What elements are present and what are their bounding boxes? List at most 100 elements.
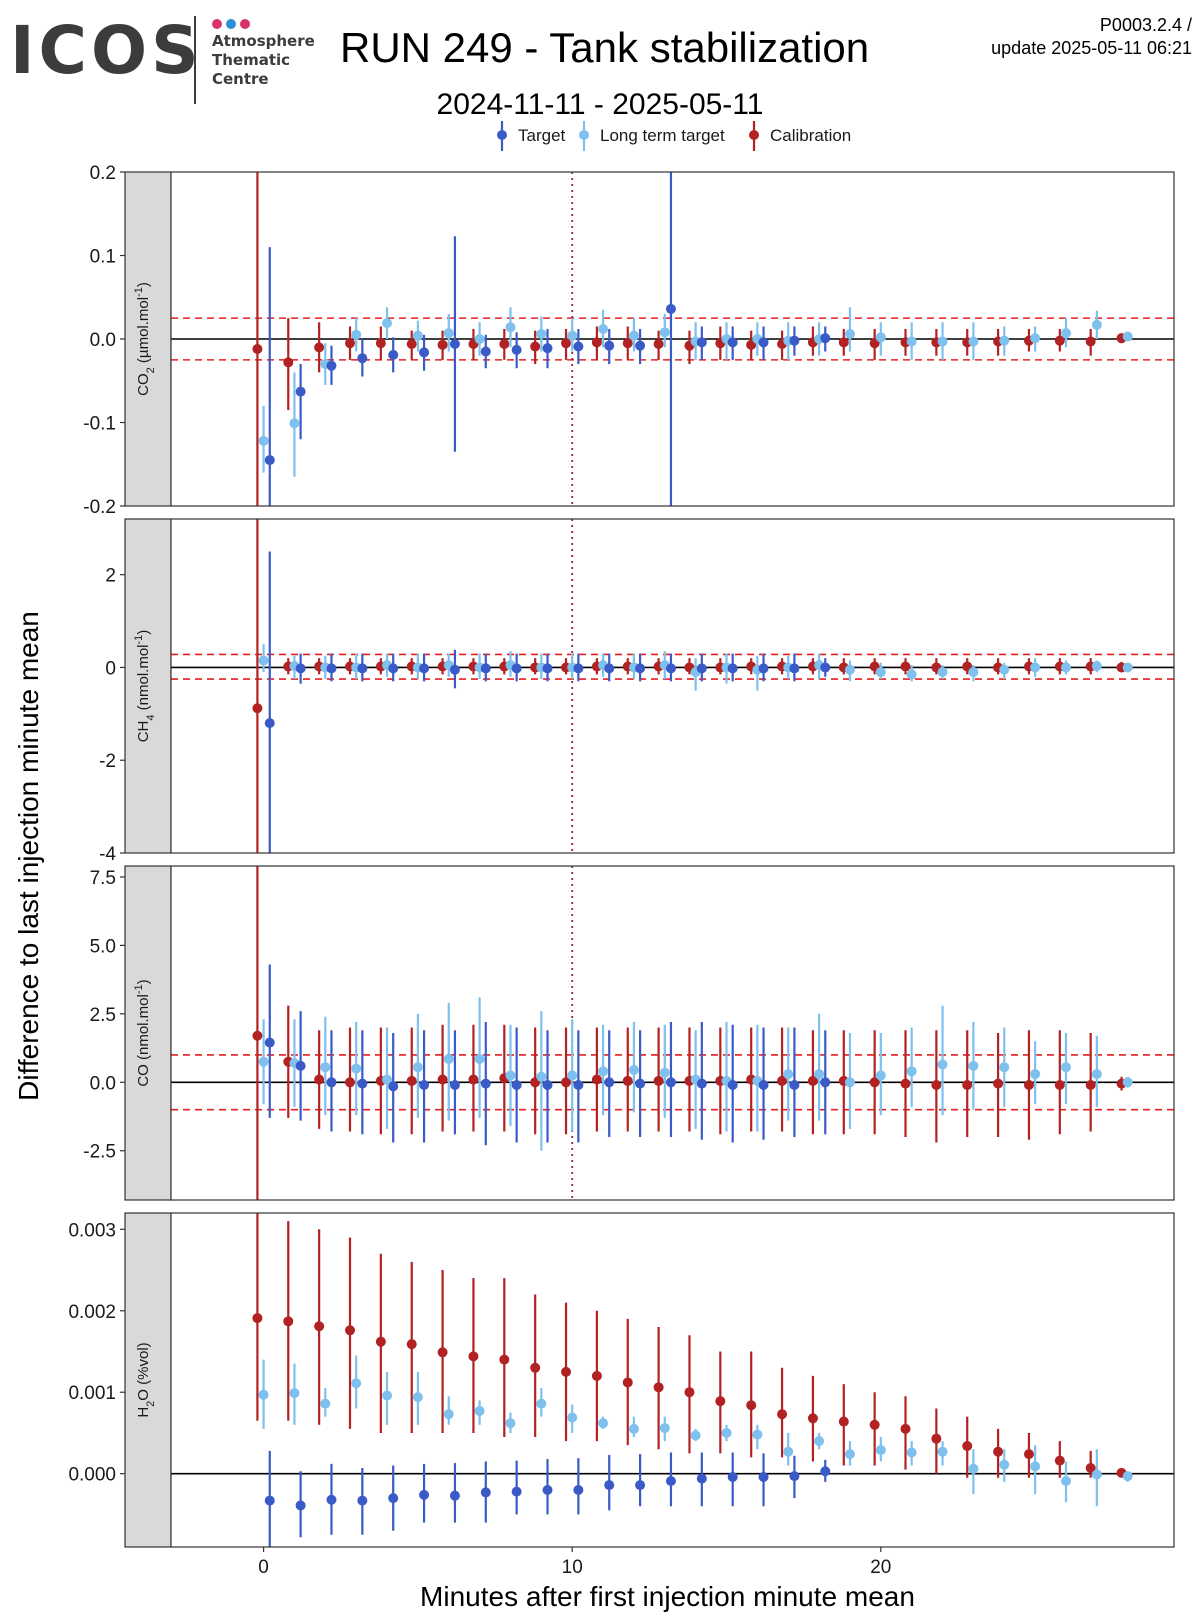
calibration-point: [437, 1074, 448, 1085]
long-term-target-point: [906, 1447, 917, 1458]
target-point: [357, 1078, 368, 1089]
long-term-target-point: [968, 336, 979, 347]
legend-label: Calibration: [770, 126, 851, 145]
long-term-target-point: [474, 1405, 485, 1416]
panel-strip: [124, 865, 172, 1201]
calibration-point: [344, 1077, 355, 1088]
long-term-target-point: [968, 667, 979, 678]
long-term-target-point: [937, 1446, 948, 1457]
panel-plot-area: [171, 1213, 1174, 1547]
target-point: [758, 663, 769, 674]
long-term-target-point: [320, 1062, 331, 1073]
panel-plot-area: [171, 519, 1174, 853]
target-point: [820, 1077, 831, 1088]
calibration-point: [252, 1313, 263, 1324]
long-term-target-point: [659, 327, 670, 338]
long-term-target-point: [628, 1064, 639, 1075]
y-tick-label: 2: [105, 566, 116, 587]
target-point: [604, 1077, 615, 1088]
target-point: [264, 1037, 275, 1048]
target-point: [264, 718, 275, 729]
version-line: P0003.2.4 /: [1099, 15, 1192, 35]
long-term-target-point: [1030, 662, 1041, 673]
y-tick-label: 0.001: [68, 1383, 116, 1404]
panel-plot-area: [171, 866, 1174, 1200]
panel-co2: CO2 (µmol.mol-1) 0.2 0.1 0.0 -0.1 -0.2: [83, 163, 1175, 518]
calibration-point: [314, 1321, 325, 1332]
calibration-point: [869, 1077, 880, 1088]
long-term-target-point: [443, 1054, 454, 1065]
calibration-point: [375, 338, 386, 349]
target-point: [820, 333, 831, 344]
target-point: [727, 1471, 738, 1482]
long-term-target-point: [1122, 1471, 1133, 1482]
long-term-target-point: [628, 330, 639, 341]
long-term-target-point: [1091, 1469, 1102, 1480]
panel-background: [171, 519, 1174, 853]
target-point: [449, 1490, 460, 1501]
logo-divider: [194, 16, 196, 104]
long-term-target-point: [844, 1077, 855, 1088]
calibration-point: [900, 661, 911, 672]
target-point: [789, 1471, 800, 1482]
target-point: [511, 344, 522, 355]
x-tick-label: 20: [870, 1557, 891, 1578]
calibration-point: [900, 1078, 911, 1089]
long-term-target-point: [567, 1070, 578, 1081]
target-point: [357, 663, 368, 674]
panel-plot-area: [171, 172, 1174, 506]
long-term-target-point: [289, 1388, 300, 1399]
long-term-target-point: [783, 1069, 794, 1080]
long-term-target-point: [844, 664, 855, 675]
target-point: [696, 1473, 707, 1484]
long-term-target-point: [999, 664, 1010, 675]
calibration-point: [344, 338, 355, 349]
y-axis-label: Difference to last injection minute mean: [13, 611, 44, 1101]
y-tick-label: 5.0: [90, 936, 116, 957]
long-term-target-point: [567, 1412, 578, 1423]
calibration-point: [499, 339, 510, 350]
target-point: [727, 337, 738, 348]
long-term-target-point: [258, 1389, 269, 1400]
calibration-point: [653, 339, 664, 350]
calibration-point: [838, 337, 849, 348]
legend-label: Target: [518, 126, 566, 145]
target-point: [727, 663, 738, 674]
panel-strip-label: CH4 (nmol.mol-1): [133, 630, 157, 743]
panel-border: [170, 1212, 1175, 1548]
target-point: [419, 347, 430, 358]
long-term-target-point: [875, 332, 886, 343]
long-term-target-point: [382, 1390, 393, 1401]
long-term-target-point: [351, 329, 362, 340]
calibration-point: [314, 342, 325, 353]
logo-subtext-line: Atmosphere: [212, 32, 315, 50]
target-point: [789, 1080, 800, 1091]
calibration-point: [838, 1416, 849, 1427]
target-point: [573, 1080, 584, 1091]
target-point: [511, 1080, 522, 1091]
target-point: [449, 664, 460, 675]
long-term-target-point: [1122, 331, 1133, 342]
long-term-target-point: [382, 318, 393, 329]
long-term-target-point: [320, 1398, 331, 1409]
target-point: [388, 663, 399, 674]
panel-strip-label: H2O (%vol): [135, 1342, 157, 1417]
calibration-point: [622, 338, 633, 349]
calibration-point: [406, 1075, 417, 1086]
y-tick-label: 2.5: [90, 1005, 116, 1026]
calibration-point: [283, 357, 294, 368]
target-point: [326, 1077, 337, 1088]
long-term-target-point: [1030, 1069, 1041, 1080]
long-term-target-point: [628, 1423, 639, 1434]
y-tick-label: 0.2: [90, 163, 116, 184]
long-term-target-point: [844, 1449, 855, 1460]
y-tick-label: -2: [99, 751, 116, 772]
target-point: [419, 1489, 430, 1500]
calibration-point: [900, 1423, 911, 1434]
long-term-target-point: [814, 1436, 825, 1447]
long-term-target-point: [443, 328, 454, 339]
x-axis-label: Minutes after first injection minute mea…: [420, 1581, 915, 1612]
x-tick-label: 10: [562, 1557, 583, 1578]
target-point: [542, 663, 553, 674]
